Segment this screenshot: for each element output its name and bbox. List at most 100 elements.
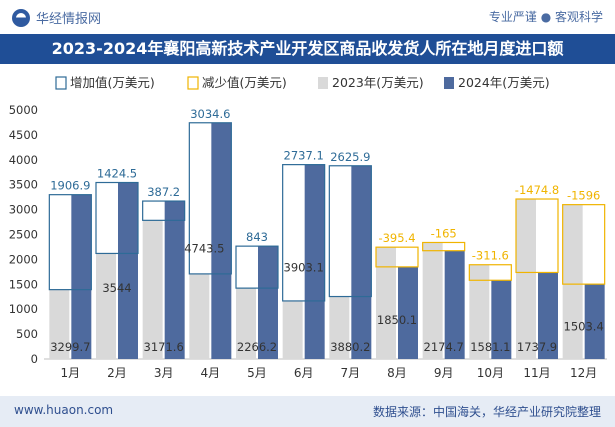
x-tick-label: 7月 — [341, 366, 361, 380]
value-label-2024-3: 3171.6 — [144, 340, 184, 354]
change-label-7: 2625.9 — [330, 150, 370, 164]
x-tick-label: 3月 — [154, 366, 174, 380]
legend-swatch-3 — [318, 77, 328, 89]
value-label-2024-9: 2174.7 — [424, 340, 464, 354]
x-tick-label: 12月 — [570, 366, 597, 380]
footer-url: www.huaon.com — [14, 403, 114, 417]
y-tick-label: 5000 — [9, 103, 38, 117]
y-tick-label: 2000 — [9, 252, 38, 266]
bar-2023-12 — [562, 204, 583, 359]
y-tick-label: 500 — [16, 327, 38, 341]
bar-2024-5 — [258, 246, 278, 359]
y-tick-label: 2500 — [9, 228, 38, 242]
bar-2023-2 — [96, 253, 116, 359]
brand-name: 华经情报网 — [36, 12, 102, 27]
legend-swatch-4 — [444, 77, 454, 89]
value-label-2024-12: 1503.4 — [564, 320, 604, 334]
tagline: 专业严谨 ● 客观科学 — [488, 10, 603, 24]
change-label-4: 3034.6 — [190, 107, 230, 121]
bar-2024-11 — [538, 272, 558, 359]
change-box-7 — [328, 165, 372, 298]
y-tick-label: 4000 — [9, 153, 38, 167]
bar-2023-10 — [469, 264, 490, 359]
bar-2024-3 — [164, 201, 185, 359]
change-box-1 — [48, 194, 92, 291]
change-box-5 — [235, 245, 279, 289]
bar-2023-8 — [376, 247, 396, 359]
bar-2024-6 — [304, 164, 325, 359]
legend-swatch-2 — [187, 76, 199, 90]
value-label-2024-6: 3903.1 — [284, 261, 324, 275]
bar-2023-9 — [422, 242, 443, 359]
change-label-6: 2737.1 — [284, 149, 324, 163]
bar-2024-10 — [491, 280, 512, 359]
x-tick-label: 5月 — [247, 366, 267, 380]
bar-2023-3 — [142, 220, 163, 359]
change-label-11: -1474.8 — [515, 183, 559, 197]
change-box-6 — [282, 164, 326, 302]
bar-2024-9 — [444, 250, 465, 359]
y-tick-label: 1500 — [9, 277, 38, 291]
change-label-3: 387.2 — [147, 185, 180, 199]
change-label-5: 843 — [246, 230, 268, 244]
bar-2024-4 — [211, 122, 232, 359]
x-tick-label: 11月 — [523, 366, 550, 380]
x-tick-label: 2月 — [107, 366, 127, 380]
change-box-2 — [95, 181, 139, 255]
legend-label-4: 2024年(万美元) — [458, 75, 550, 90]
value-label-2024-5: 2266.2 — [237, 340, 277, 354]
change-label-8: -395.4 — [378, 231, 415, 245]
bar-2023-11 — [516, 199, 536, 359]
y-tick-label: 1000 — [9, 302, 38, 316]
footer: www.huaon.com 数据来源：中国海关，华经产业研究院整理 — [0, 396, 615, 427]
brand: 华经情报网 — [12, 8, 101, 27]
bar-2023-1 — [49, 289, 70, 359]
change-box-10 — [468, 264, 512, 281]
x-tick-label: 10月 — [477, 366, 504, 380]
change-label-1: 1906.9 — [50, 179, 90, 193]
value-label-2024-10: 1581.1 — [470, 340, 510, 354]
x-tick-label: 4月 — [201, 366, 221, 380]
change-box-8 — [375, 246, 419, 268]
y-tick-label: 3500 — [9, 178, 38, 192]
legend-label-1: 增加值(万美元) — [70, 75, 155, 90]
top-bar: 华经情报网 专业严谨 ● 客观科学 — [0, 0, 615, 34]
legend-label-3: 2023年(万美元) — [332, 75, 424, 90]
value-label-2024-2: 3544 — [102, 281, 131, 295]
change-box-9 — [422, 241, 466, 252]
x-tick-label: 1月 — [61, 366, 81, 380]
bar-2024-2 — [118, 182, 138, 359]
change-box-11 — [515, 198, 559, 274]
value-label-2024-4: 4743.5 — [184, 242, 224, 256]
bar-2024-7 — [351, 165, 372, 359]
x-tick-label: 8月 — [387, 366, 407, 380]
change-box-4 — [188, 122, 232, 275]
chart-title: 2023-2024年襄阳高新技术产业开发区商品收发货人所在地月度进口额 — [0, 34, 615, 64]
y-tick-label: 0 — [31, 352, 38, 366]
footer-source: 数据来源：中国海关，华经产业研究院整理 — [372, 405, 601, 419]
change-label-10: -311.6 — [472, 249, 509, 263]
brand-logo-icon — [12, 8, 30, 27]
bar-2023-5 — [236, 288, 256, 359]
legend-swatch-1 — [55, 76, 67, 90]
bar-2024-8 — [398, 266, 418, 359]
bar-2023-4 — [189, 273, 210, 359]
bar-2023-7 — [329, 296, 350, 359]
x-tick-label: 9月 — [434, 366, 454, 380]
value-label-2024-7: 3880.2 — [330, 340, 370, 354]
chart: 增加值(万美元) 减少值(万美元) 2023年(万美元) 2024年(万美元) 0 500… — [9, 75, 607, 380]
value-label-2024-1: 3299.7 — [50, 340, 90, 354]
change-box-12 — [562, 204, 606, 285]
x-tick-label: 6月 — [294, 366, 314, 380]
change-label-12: -1596 — [567, 189, 600, 203]
change-label-9: -165 — [431, 226, 457, 240]
y-tick-label: 4500 — [9, 128, 38, 142]
value-label-2024-11: 1737.9 — [517, 340, 557, 354]
bar-2024-1 — [71, 194, 92, 359]
y-tick-label: 3000 — [9, 203, 38, 217]
bar-2023-6 — [282, 300, 303, 359]
change-box-3 — [142, 200, 186, 221]
value-label-2024-8: 1850.1 — [377, 313, 417, 327]
bar-2024-12 — [584, 284, 605, 359]
change-label-2: 1424.5 — [97, 167, 137, 181]
